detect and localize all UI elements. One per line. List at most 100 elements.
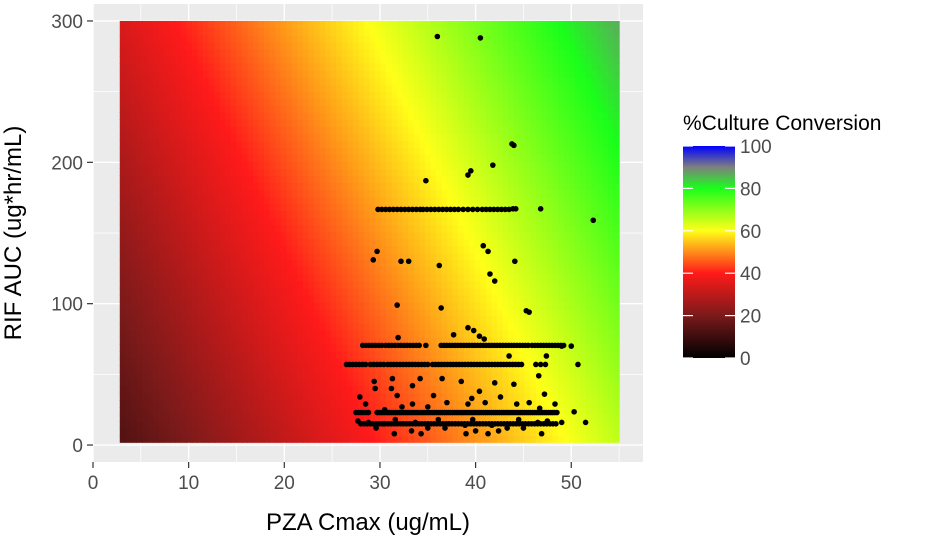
heatmap-cell: [136, 294, 143, 303]
heatmap-cell: [319, 182, 326, 191]
heatmap-cell: [130, 91, 138, 99]
heatmap-cell: [502, 357, 509, 366]
heatmap-cell: [402, 435, 409, 443]
heatmap-cell: [214, 27, 221, 36]
heatmap-cell: [430, 364, 437, 373]
heatmap-cell: [180, 322, 187, 331]
heatmap-cell: [175, 119, 182, 127]
heatmap-cell: [325, 203, 332, 212]
heatmap-cell: [169, 259, 176, 268]
heatmap-cell: [180, 280, 187, 289]
heatmap-cell: [358, 287, 365, 296]
heatmap-cell: [463, 42, 470, 50]
heatmap-cell: [508, 379, 515, 387]
heatmap-cell: [219, 154, 226, 162]
heatmap-cell: [275, 210, 282, 219]
heatmap-cell: [430, 49, 437, 57]
heatmap-cell: [524, 84, 531, 92]
heatmap-cell: [225, 350, 232, 359]
heatmap-cell: [513, 308, 520, 317]
heatmap-cell: [197, 63, 204, 71]
heatmap-cell: [186, 400, 193, 408]
heatmap-cell: [552, 224, 559, 233]
heatmap-cell: [119, 231, 126, 240]
heatmap-cell: [297, 414, 304, 422]
heatmap-cell: [402, 27, 409, 36]
heatmap-cell: [208, 259, 215, 268]
heatmap-cell: [275, 56, 282, 64]
heatmap-cell: [574, 168, 581, 177]
heatmap-cell: [197, 336, 204, 345]
heatmap-cell: [236, 231, 243, 240]
heatmap-cell: [241, 182, 248, 191]
heatmap-cell: [369, 119, 376, 127]
heatmap-cell: [203, 133, 210, 141]
heatmap-cell: [546, 315, 554, 324]
heatmap-cell: [191, 154, 199, 162]
heatmap-cell: [241, 393, 248, 401]
heatmap-cell: [352, 84, 359, 92]
heatmap-cell: [469, 379, 476, 387]
heatmap-cell: [397, 294, 404, 303]
heatmap-cell: [408, 161, 415, 169]
heatmap-cell: [491, 49, 498, 57]
heatmap-cell: [397, 126, 404, 134]
heatmap-cell: [286, 35, 293, 43]
heatmap-cell: [147, 308, 154, 317]
heatmap-cell: [264, 266, 271, 275]
heatmap-cell: [164, 168, 171, 177]
heatmap-cell: [491, 217, 498, 226]
heatmap-cell: [286, 329, 293, 338]
heatmap-cell: [519, 56, 526, 64]
heatmap-cell: [558, 49, 565, 57]
heatmap-cell: [258, 133, 265, 141]
heatmap-cell: [458, 20, 465, 29]
heatmap-cell: [441, 203, 448, 212]
heatmap-cell: [402, 372, 409, 380]
heatmap-cell: [386, 287, 393, 296]
heatmap-cell: [347, 421, 354, 429]
heatmap-cell: [219, 336, 226, 345]
heatmap-cell: [380, 161, 387, 169]
heatmap-cell: [541, 280, 548, 289]
heatmap-cell: [386, 252, 393, 261]
heatmap-cell: [230, 428, 237, 436]
heatmap-cell: [153, 322, 160, 331]
heatmap-cell: [430, 84, 437, 92]
heatmap-cell: [408, 357, 415, 366]
heatmap-cell: [225, 112, 232, 120]
heatmap-cell: [175, 91, 182, 99]
heatmap-cell: [363, 231, 371, 240]
heatmap-cell: [474, 336, 481, 345]
heatmap-cell: [408, 119, 415, 127]
heatmap-cell: [297, 182, 304, 191]
heatmap-cell: [275, 35, 282, 43]
heatmap-cell: [269, 147, 276, 155]
heatmap-cell: [363, 168, 371, 177]
heatmap-cell: [258, 379, 265, 387]
heatmap-cell: [219, 414, 226, 422]
heatmap-cell: [569, 224, 576, 233]
heatmap-cell: [141, 63, 149, 71]
heatmap-cell: [130, 161, 138, 169]
heatmap-cell: [341, 161, 348, 169]
heatmap-cell: [280, 372, 287, 380]
heatmap-cell: [569, 421, 576, 429]
heatmap-cell: [341, 84, 348, 92]
heatmap-cell: [380, 294, 387, 303]
heatmap-cell: [297, 42, 304, 50]
heatmap-cell: [408, 287, 415, 296]
heatmap-cell: [136, 393, 143, 401]
heatmap-cell: [153, 20, 160, 29]
heatmap-cell: [535, 252, 543, 261]
heatmap-cell: [258, 421, 265, 429]
heatmap-cell: [241, 126, 248, 134]
heatmap-cell: [302, 140, 310, 148]
heatmap-cell: [558, 386, 565, 394]
heatmap-cell: [258, 70, 265, 78]
heatmap-cell: [302, 42, 310, 50]
heatmap-cell: [463, 140, 470, 148]
heatmap-cell: [363, 56, 371, 64]
heatmap-cell: [208, 280, 215, 289]
heatmap-cell: [508, 35, 515, 43]
